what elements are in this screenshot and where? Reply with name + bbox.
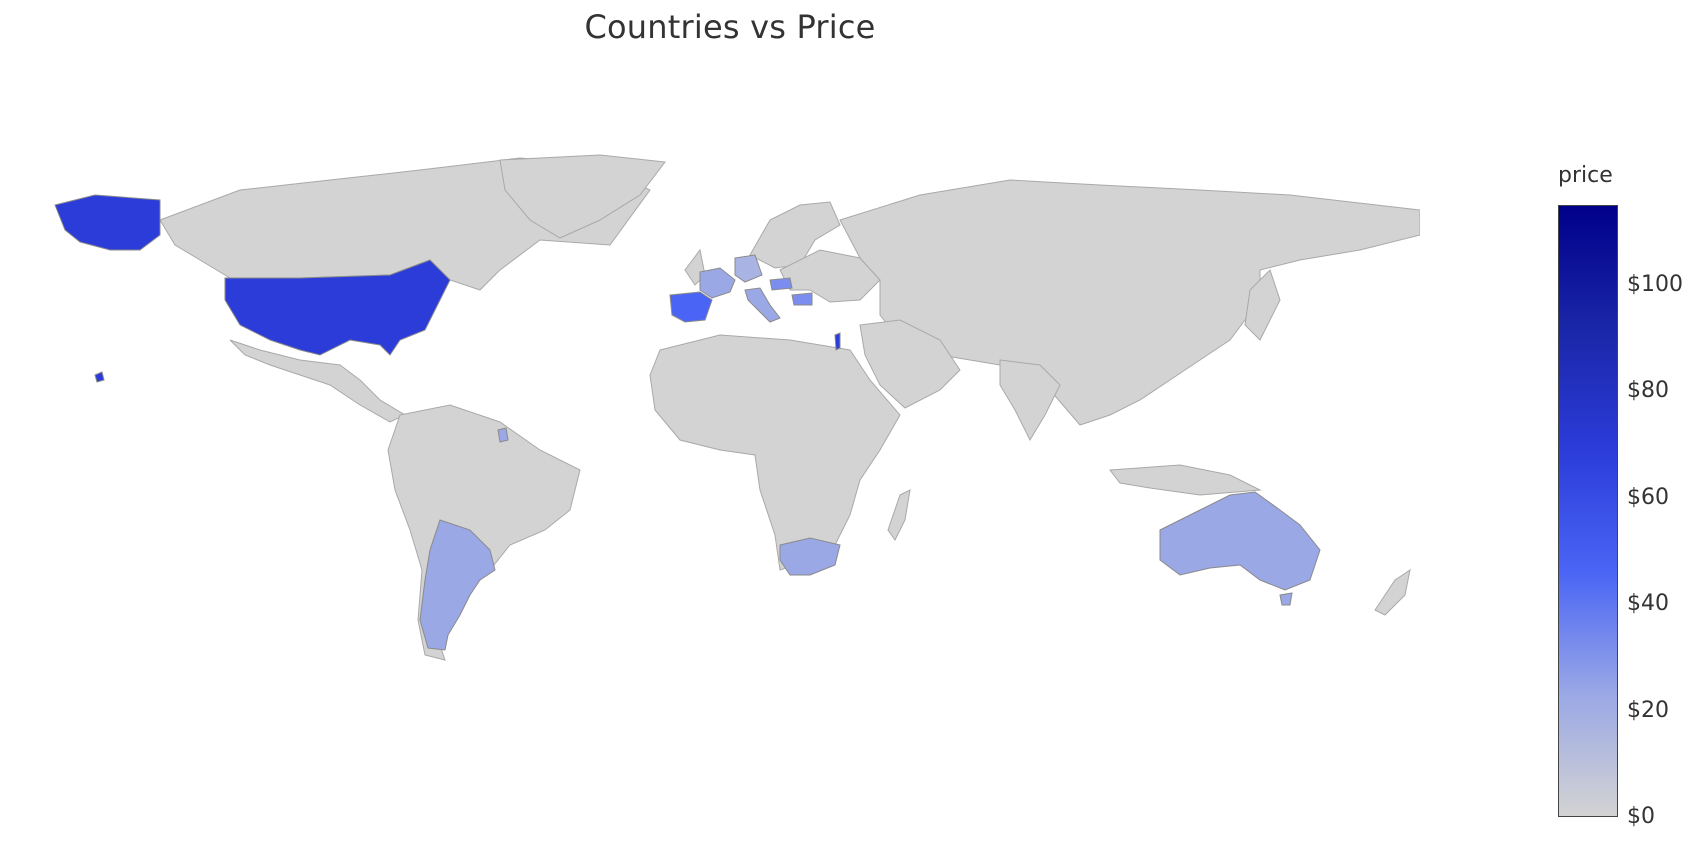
region-israel[interactable] [834,332,841,351]
world-map[interactable] [0,150,1420,740]
region-tasmania[interactable] [1279,592,1293,606]
region-indonesia[interactable] [1109,464,1262,496]
region-greenland[interactable] [499,154,666,239]
region-new-zealand[interactable] [1374,568,1411,616]
region-argentina-chile[interactable] [419,519,496,651]
region-eastern-europe[interactable] [779,249,881,303]
colorbar-title: price [1558,163,1613,188]
region-scandinavia[interactable] [749,201,841,269]
region-japan[interactable] [1244,269,1281,341]
country-shapes-valued [54,194,1321,651]
region-spain[interactable] [669,291,713,323]
region-india[interactable] [999,359,1061,442]
chart-title: Countries vs Price [584,8,876,46]
region-south-africa[interactable] [779,537,841,576]
region-french-guiana[interactable] [497,427,509,443]
region-hungary[interactable] [769,277,793,291]
region-hawaii[interactable] [94,371,105,383]
region-madagascar[interactable] [887,489,911,541]
colorbar-gradient [1558,205,1618,817]
colorbar-tick: $20 [1627,697,1669,723]
colorbar-tick: $40 [1627,591,1669,617]
region-france[interactable] [699,267,736,299]
colorbar-tick: $0 [1627,804,1655,829]
region-germany[interactable] [734,254,763,283]
region-middle-east[interactable] [859,319,961,409]
colorbar-tick: $60 [1627,484,1669,510]
colorbar-tick: $80 [1627,378,1669,404]
country-shapes-default [159,154,1420,661]
region-australia[interactable] [1159,491,1321,591]
region-alaska[interactable] [54,194,161,251]
map-svg [54,154,1420,661]
region-mexico-central-america[interactable] [229,339,407,423]
region-italy[interactable] [744,287,781,323]
region-bulgaria[interactable] [791,292,813,306]
region-south-america[interactable] [387,404,581,661]
colorbar-tick: $100 [1627,271,1683,297]
region-africa[interactable] [649,334,901,571]
region-united-states[interactable] [224,259,451,356]
